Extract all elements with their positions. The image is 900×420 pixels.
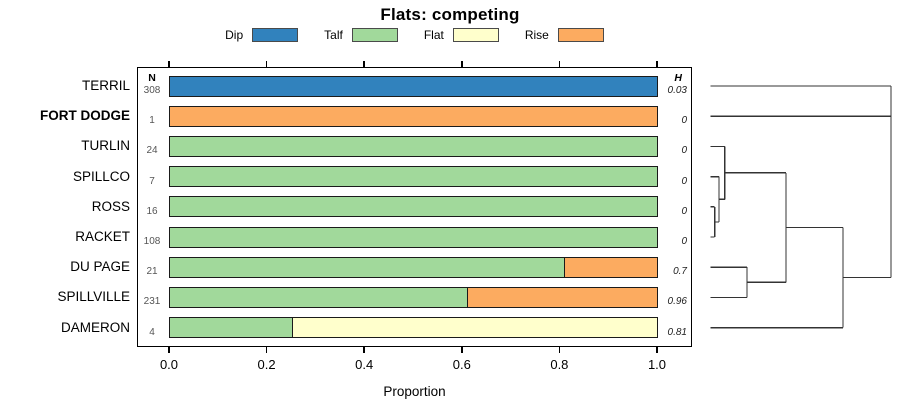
n-value: 308 — [143, 85, 161, 96]
axis-tick-top — [656, 61, 658, 67]
legend-label: Talf — [324, 28, 343, 42]
bar-row — [169, 166, 658, 188]
legend: Dip Talf Flat Rise — [137, 25, 692, 45]
bar-segment-rise — [467, 287, 657, 307]
row-label: DU PAGE — [70, 259, 130, 275]
row-label: TERRIL — [81, 78, 130, 93]
x-axis-title: Proportion — [383, 384, 446, 399]
n-value: 16 — [146, 205, 158, 217]
legend-swatch-talf — [351, 28, 398, 42]
axis-tick-label: 0.0 — [159, 357, 179, 372]
row-label: SPILLCO — [72, 168, 130, 184]
axis-tick-bottom — [363, 347, 365, 353]
axis-tick-bottom — [168, 347, 170, 353]
bar-row — [169, 105, 658, 127]
axis-tick-top — [265, 61, 268, 67]
axis-tick-label: 1.0 — [647, 357, 667, 372]
bar-segment-talf — [170, 227, 657, 247]
n-value: 7 — [149, 175, 155, 187]
h-value: 0 — [681, 205, 687, 217]
bar-segment-rise — [564, 257, 657, 277]
legend-label: Dip — [225, 28, 244, 42]
n-value: 21 — [146, 266, 158, 278]
axis-tick-bottom — [461, 347, 463, 353]
bar-segment-talf — [170, 318, 292, 338]
axis-tick-top — [363, 61, 365, 67]
axis-tick-top — [461, 61, 463, 67]
legend-item: Flat — [424, 28, 499, 42]
legend-swatch-dip — [252, 28, 299, 42]
n-value: 1 — [149, 115, 155, 127]
axis-tick-bottom — [265, 347, 268, 353]
axis-tick-label: 0.8 — [550, 357, 569, 372]
axis-tick-label: 0.6 — [452, 357, 471, 372]
bar-row — [169, 75, 658, 97]
axis-tick-top — [558, 61, 561, 67]
axis-tick-bottom — [656, 347, 658, 353]
legend-label: Rise — [524, 28, 549, 42]
bar-segment-talf — [170, 257, 565, 277]
legend-item: Dip — [225, 28, 299, 42]
h-value: 0.81 — [667, 326, 687, 338]
row-label: DAMERON — [60, 319, 130, 335]
bar-row — [169, 226, 658, 248]
row-label: ROSS — [91, 198, 130, 214]
bar-segment-rise — [170, 106, 657, 126]
bar-segment-talf — [170, 136, 657, 156]
axis-tick-label: 0.2 — [257, 357, 276, 372]
h-value: 0.96 — [667, 296, 687, 308]
h-value: 0 — [681, 175, 687, 187]
bar-row — [169, 317, 658, 339]
n-column-header: N — [148, 72, 156, 84]
legend-label: Flat — [423, 28, 444, 42]
row-label: SPILLVILLE — [57, 289, 130, 305]
bar-segment-talf — [170, 167, 657, 187]
bar-segment-talf — [170, 197, 657, 217]
n-value: 24 — [146, 145, 158, 157]
bar-segment-dip — [170, 76, 657, 96]
row-label: TURLIN — [81, 138, 130, 154]
axis-tick-label: 0.4 — [355, 357, 374, 372]
h-value: 0 — [681, 145, 687, 157]
bar-row — [169, 256, 658, 278]
chart-title: Flats: competing — [380, 5, 520, 24]
h-value: 0 — [681, 115, 687, 127]
legend-swatch-rise — [557, 28, 604, 42]
bar-segment-flat — [291, 318, 657, 338]
row-label: FORT DODGE — [40, 108, 130, 124]
legend-item: Rise — [525, 28, 604, 42]
axis-tick-top — [168, 61, 170, 67]
n-value: 231 — [143, 296, 161, 308]
bar-segment-talf — [170, 287, 468, 307]
h-column-header: H — [674, 72, 682, 84]
bar-row — [169, 286, 658, 308]
h-value: 0 — [681, 236, 687, 247]
legend-swatch-flat — [452, 28, 499, 42]
n-value: 4 — [149, 326, 155, 338]
h-value: 0.03 — [667, 85, 687, 96]
axis-tick-bottom — [558, 347, 561, 353]
legend-item: Talf — [324, 28, 398, 42]
row-label: RACKET — [75, 229, 130, 244]
h-value: 0.7 — [673, 266, 687, 278]
bar-row — [169, 135, 658, 157]
n-value: 108 — [143, 236, 161, 247]
bar-row — [169, 196, 658, 218]
